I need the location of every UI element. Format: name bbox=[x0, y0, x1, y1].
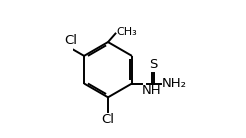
Text: S: S bbox=[149, 58, 157, 71]
Text: NH₂: NH₂ bbox=[162, 77, 187, 90]
Text: Cl: Cl bbox=[102, 113, 114, 126]
Text: Cl: Cl bbox=[64, 34, 77, 47]
Text: NH: NH bbox=[142, 84, 162, 97]
Text: CH₃: CH₃ bbox=[116, 27, 137, 37]
